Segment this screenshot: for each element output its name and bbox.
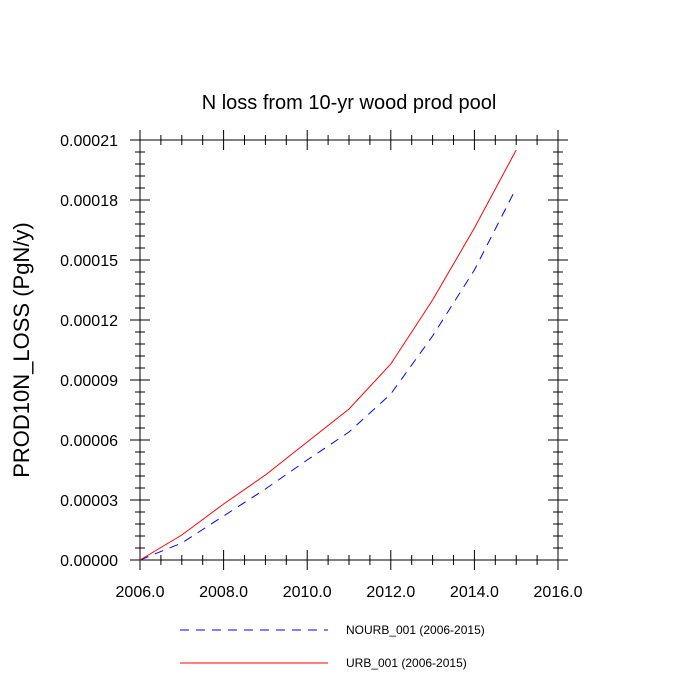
y-tick-label: 0.00003 — [60, 493, 118, 510]
x-tick-label: 2016.0 — [534, 584, 583, 601]
x-tick-label: 2006.0 — [116, 584, 165, 601]
legend: NOURB_001 (2006-2015) URB_001 (2006-2015) — [180, 623, 485, 670]
y-tick-label: 0.00021 — [60, 133, 118, 150]
y-tick-label: 0.00009 — [60, 373, 118, 390]
y-tick-labels: 0.00000 0.00003 0.00006 0.00009 0.00012 0.000… — [60, 133, 118, 570]
x-tick-label: 2014.0 — [450, 584, 499, 601]
legend-label: NOURB_001 (2006-2015) — [346, 623, 485, 637]
y-tick-label: 0.00006 — [60, 433, 118, 450]
y-tick-label: 0.00018 — [60, 193, 118, 210]
axis-ticks — [130, 130, 568, 570]
legend-label: URB_001 (2006-2015) — [346, 656, 467, 670]
y-tick-label: 0.00012 — [60, 313, 118, 330]
y-tick-label: 0.00000 — [60, 553, 118, 570]
x-tick-labels: 2006.0 2008.0 2010.0 2012.0 2014.0 2016.0 — [116, 584, 583, 601]
series-line-1 — [139, 187, 517, 561]
x-tick-label: 2012.0 — [366, 584, 415, 601]
x-tick-label: 2008.0 — [199, 584, 248, 601]
y-axis-label: PROD10N_LOSS (PgN/y) — [9, 222, 34, 478]
series-lines — [139, 149, 517, 561]
y-tick-label: 0.00015 — [60, 253, 118, 270]
plot-frame — [139, 139, 559, 561]
chart-title: N loss from 10-yr wood prod pool — [202, 92, 497, 114]
x-tick-label: 2010.0 — [283, 584, 332, 601]
series-line-2 — [139, 149, 517, 561]
